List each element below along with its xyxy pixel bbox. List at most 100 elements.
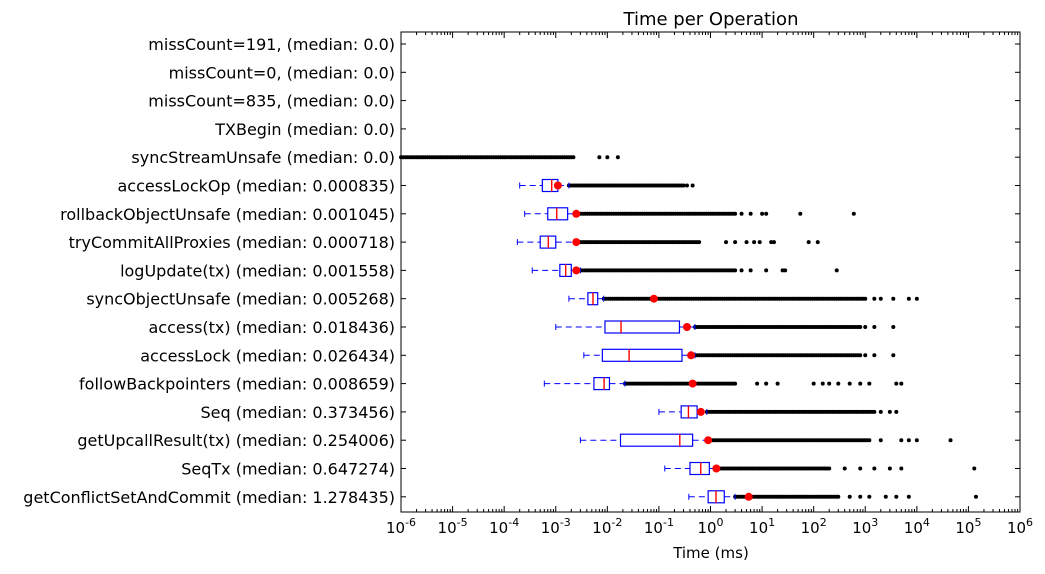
flier-point: [733, 268, 738, 273]
iqr-box: [593, 377, 611, 391]
x-tick-label: 105: [955, 516, 981, 537]
flier-point: [748, 268, 753, 273]
x-tick-base: 10: [541, 519, 560, 537]
y-tick-label: getConflictSetAndCommit (median: 1.27843…: [23, 488, 395, 507]
x-tick-base: 10: [592, 519, 611, 537]
mean-marker: [696, 407, 705, 416]
x-tick-exponent: -5: [457, 516, 468, 529]
flier-point: [878, 409, 883, 414]
y-tick-label: missCount=191, (median: 0.0): [148, 35, 395, 54]
series-14: [401, 433, 1020, 447]
x-tick-exponent: -4: [508, 516, 519, 529]
flier-point: [769, 240, 774, 245]
flier-point: [891, 325, 896, 329]
flier-point: [771, 240, 776, 245]
flier-point: [863, 296, 868, 301]
x-axis-ticks: 10-6 10-5 10-4 10-3 10-2 10-1 100 101 102 103 104 1…: [386, 32, 1033, 537]
flier-point: [906, 494, 911, 499]
mean-marker: [688, 379, 697, 388]
flier-point: [878, 438, 883, 443]
flier-point: [872, 353, 877, 358]
iqr-box: [601, 348, 683, 362]
series-15: [401, 461, 1020, 476]
flier-point: [906, 296, 911, 301]
x-tick-label: 100: [697, 516, 723, 537]
flier-point: [571, 155, 576, 160]
flier-point: [827, 381, 832, 386]
flier-point: [894, 409, 899, 414]
y-tick-label: access(tx) (median: 0.018436): [148, 318, 395, 337]
x-tick-base: 10: [801, 519, 820, 537]
plot-area: [399, 43, 1020, 504]
flier-point: [757, 240, 762, 245]
flier-point: [615, 155, 620, 160]
flier-point: [883, 494, 888, 499]
flier-point: [906, 438, 911, 443]
x-tick-exponent: -6: [405, 516, 416, 529]
series-11: [401, 348, 1020, 362]
y-tick-label: logUpdate(tx) (median: 0.001558): [120, 261, 395, 280]
series-9: [401, 292, 1020, 306]
series-13: [401, 405, 1020, 419]
x-tick-label: 106: [1007, 516, 1033, 537]
flier-point: [858, 494, 863, 499]
x-tick-exponent: 0: [717, 516, 724, 529]
series-4: [399, 155, 1020, 160]
mean-marker: [687, 351, 696, 360]
flier-point: [744, 240, 749, 245]
mean-marker: [572, 209, 581, 218]
x-tick-label: 102: [801, 516, 827, 537]
series-8: [401, 263, 1020, 277]
flier-point: [914, 438, 919, 443]
flier-point: [764, 381, 769, 386]
flier-point: [914, 296, 919, 301]
x-tick-label: 10-6: [386, 516, 416, 537]
x-tick-label: 10-4: [489, 516, 519, 537]
flier-point: [605, 155, 610, 160]
series-10: [401, 320, 1020, 334]
flier-point: [775, 381, 780, 386]
flier-point: [827, 466, 832, 471]
y-tick-label: missCount=0, (median: 0.0): [169, 63, 395, 82]
flier-point: [973, 494, 978, 499]
flier-point: [878, 296, 883, 301]
y-tick-label: missCount=835, (median: 0.0): [148, 92, 395, 111]
flier-point: [836, 381, 841, 386]
flier-point: [681, 183, 686, 188]
flier-point: [867, 381, 872, 386]
x-tick-exponent: 2: [820, 516, 827, 529]
mean-marker: [712, 464, 721, 473]
chart-title: Time per Operation: [623, 9, 799, 30]
flier-point: [760, 211, 765, 216]
y-axis-labels: missCount=191, (median: 0.0) missCount=0,…: [23, 35, 395, 507]
flier-point: [887, 466, 892, 471]
iqr-box: [619, 433, 694, 447]
flier-point: [891, 296, 896, 301]
flier-point: [733, 240, 738, 245]
x-tick-exponent: -1: [663, 516, 674, 529]
y-tick-label: syncStreamUnsafe (median: 0.0): [131, 148, 395, 167]
flier-point: [851, 211, 856, 216]
x-axis-label: Time (ms): [672, 544, 749, 562]
x-tick-exponent: 5: [974, 516, 981, 529]
flier-point: [690, 183, 695, 188]
series-12: [401, 377, 1020, 391]
y-tick-label: getUpcallResult(tx) (median: 0.254006): [77, 431, 395, 450]
y-tick-label: tryCommitAllProxies (median: 0.000718): [69, 233, 395, 252]
flier-point: [836, 494, 841, 499]
flier-point: [806, 240, 811, 245]
flier-point: [597, 155, 602, 160]
flier-point: [724, 240, 729, 245]
flier-point: [894, 494, 899, 499]
flier-point: [872, 296, 877, 301]
flier-point: [847, 381, 852, 386]
flier-point: [815, 240, 820, 245]
flier-point: [752, 240, 757, 245]
y-tick-label: followBackpointers (median: 0.008659): [79, 375, 395, 394]
flier-point: [764, 211, 769, 216]
x-tick-base: 10: [1007, 519, 1026, 537]
flier-point: [820, 381, 825, 386]
x-tick-label: 10-1: [644, 516, 674, 537]
mean-marker: [744, 492, 753, 501]
